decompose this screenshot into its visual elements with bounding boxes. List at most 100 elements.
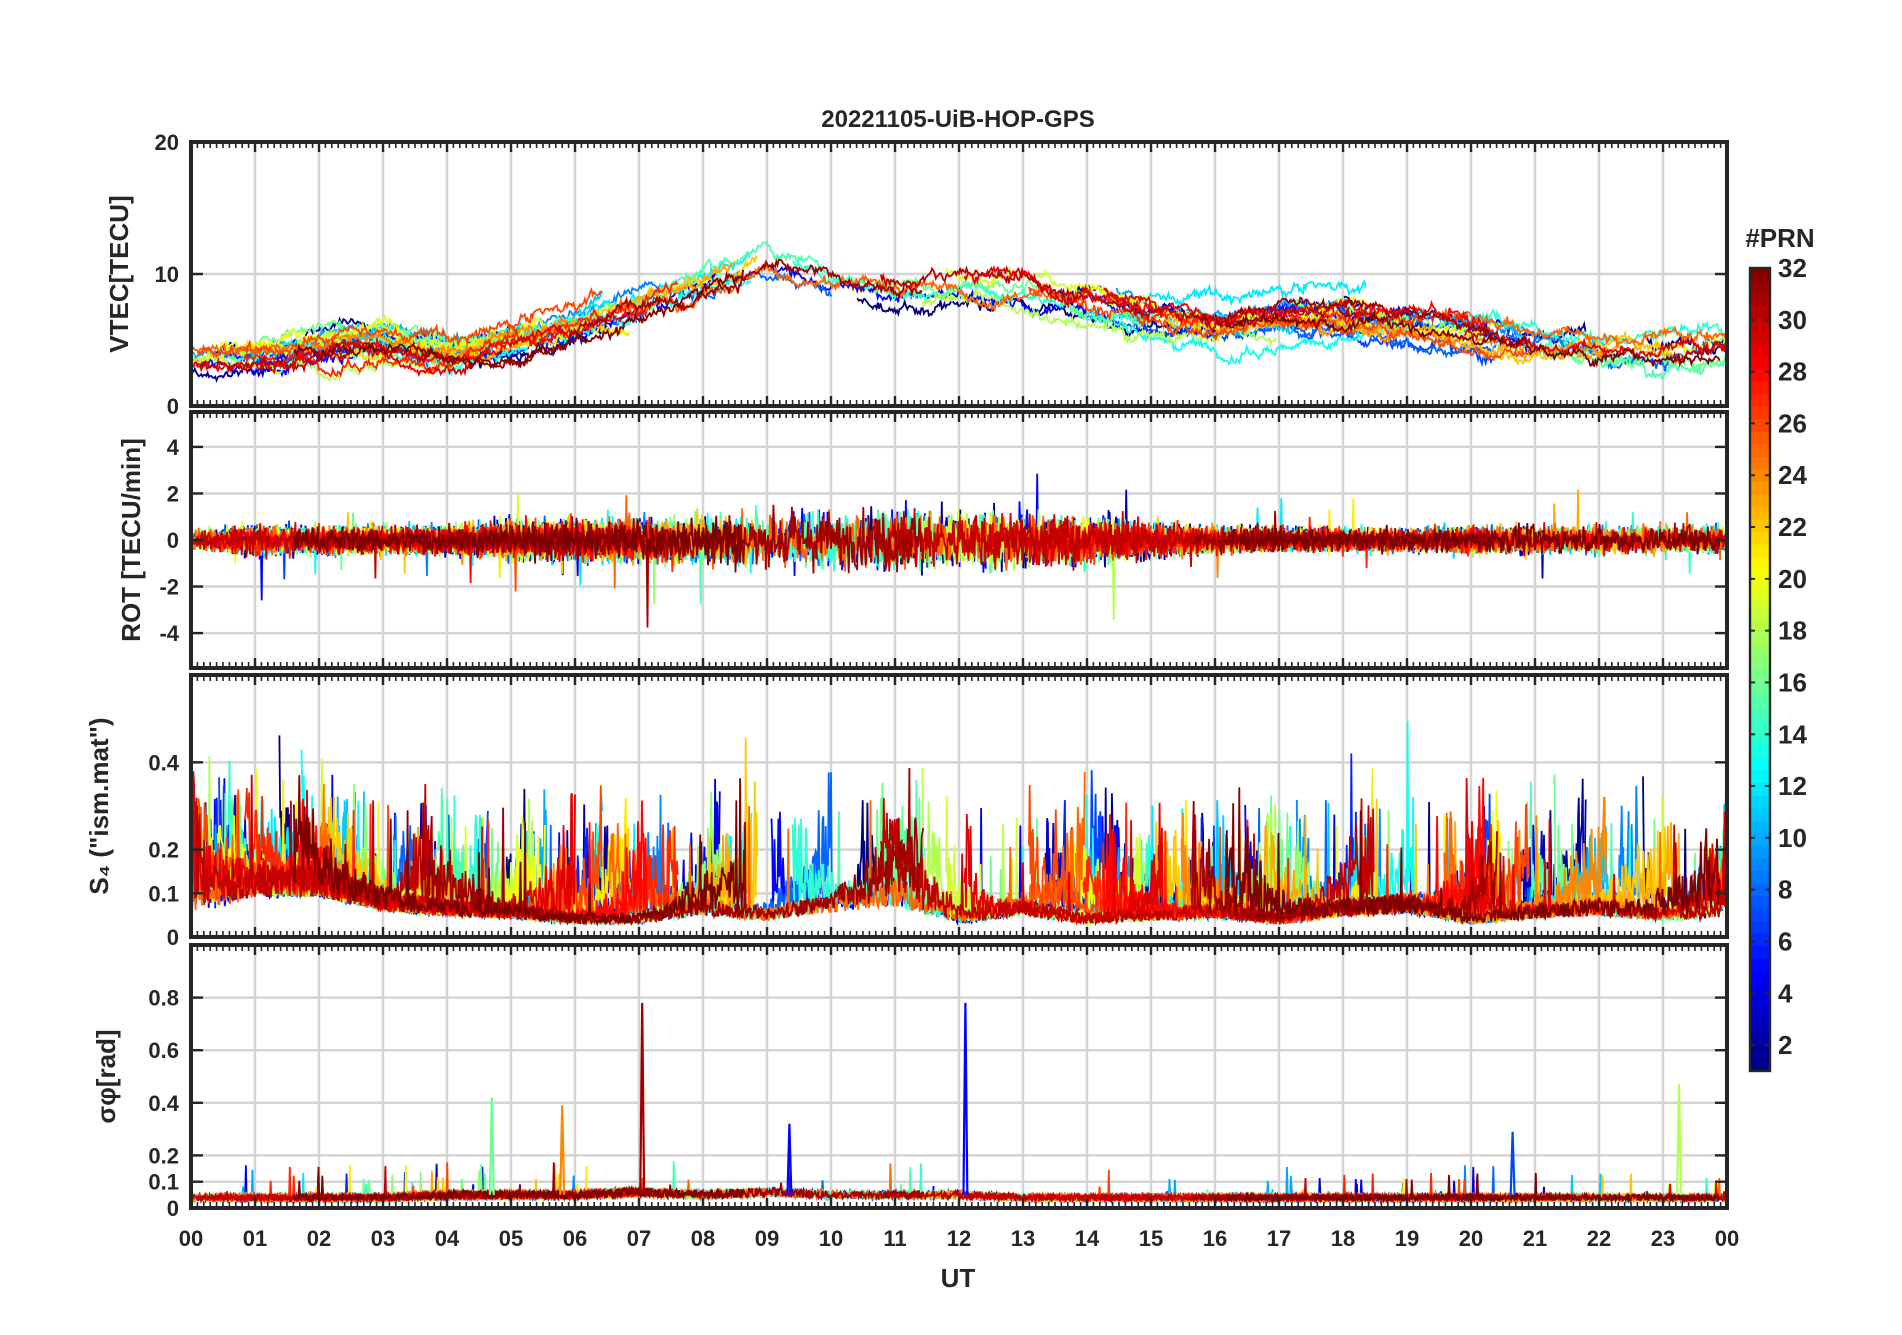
s4-series-prn-31 <box>420 767 925 926</box>
sigma-spike-0 <box>639 1002 646 1195</box>
figure-title: 20221105-UiB-HOP-GPS <box>821 106 1094 133</box>
colorbar-band <box>1750 406 1770 420</box>
x-tick-label: 12 <box>947 1226 971 1251</box>
rot-series-prn-32 <box>293 515 745 573</box>
sigma-phi-panel: 00.10.2 0.4 0.6 0.8 σφ[rad] <box>91 943 1729 1221</box>
colorbar-label: #PRN <box>1745 223 1814 253</box>
rot-panel: -4 -2 0 2 4 ROT [TECU/min] <box>116 410 1729 670</box>
colorbar-band <box>1750 958 1770 972</box>
sigma-spike-4 <box>1509 1131 1516 1195</box>
colorbar-band <box>1750 920 1770 934</box>
colorbar-band <box>1750 1033 1770 1047</box>
s4-series-group <box>191 721 1727 927</box>
colorbar-band <box>1750 983 1770 997</box>
colorbar-band <box>1750 769 1770 784</box>
colorbar-frame <box>1748 266 1772 1073</box>
x-tick-label: 07 <box>627 1226 651 1251</box>
vtec-y-tick-label: 20 <box>155 130 179 155</box>
colorbar-tick-label: 24 <box>1778 460 1807 490</box>
colorbar-band <box>1750 493 1770 507</box>
colorbar-band <box>1750 569 1770 583</box>
vtec-panel: 0 10 20 VTEC[TECU] <box>104 130 1729 419</box>
s4-series-prn-31 <box>1190 800 1498 926</box>
colorbar-band <box>1750 556 1770 570</box>
colorbar-tick-label: 2 <box>1778 1030 1792 1060</box>
colorbar-band <box>1750 594 1770 608</box>
colorbar-tick-label: 10 <box>1778 823 1807 853</box>
colorbar-tick-label: 30 <box>1778 305 1807 335</box>
x-tick-label: 11 <box>883 1226 906 1251</box>
s4-series-prn-29 <box>963 802 1164 927</box>
colorbar-band <box>1750 820 1770 834</box>
sigma-series-prn-32 <box>1224 1172 1720 1204</box>
vtec-series-prn-29 <box>963 265 1163 312</box>
colorbar-band <box>1750 330 1770 344</box>
x-tick-label: 10 <box>819 1226 843 1251</box>
colorbar-tick-label: 14 <box>1778 719 1807 749</box>
rot-y-tick-label: 0 <box>167 528 179 553</box>
x-tick-label: 16 <box>1203 1226 1227 1251</box>
rot-y-tick-label: 2 <box>167 481 179 506</box>
colorbar-band <box>1750 431 1770 445</box>
colorbar-band <box>1750 757 1770 771</box>
vtec-y-tick-label: 10 <box>155 262 179 287</box>
colorbar-band <box>1750 506 1770 520</box>
rot-y-tick-label: -4 <box>159 621 179 646</box>
s4-series-prn-32 <box>1224 787 1721 926</box>
vtec-series-prn-26 <box>197 286 602 359</box>
colorbar-band <box>1750 481 1770 495</box>
colorbar-band <box>1750 644 1770 658</box>
vtec-y-tick-label: 0 <box>167 394 179 419</box>
colorbar-tick-label: 28 <box>1778 357 1807 387</box>
colorbar-band <box>1750 832 1770 846</box>
vtec-series-prn-23 <box>1259 314 1683 366</box>
colorbar-band <box>1750 669 1770 683</box>
sigma-x-ticks <box>189 945 1729 1208</box>
sigma-spike-1 <box>962 1002 969 1195</box>
vtec-series-prn-31 <box>1190 296 1498 342</box>
vtec-series-group <box>191 240 1727 383</box>
colorbar-band <box>1750 682 1770 696</box>
colorbar-band <box>1750 318 1770 332</box>
colorbar-band <box>1750 656 1770 671</box>
sigma-y-tick-label: 0.2 <box>148 1143 179 1168</box>
sigma-spike-2 <box>1675 1084 1683 1195</box>
rot-y-tick-label: -2 <box>159 575 179 600</box>
colorbar-band <box>1750 293 1770 307</box>
colorbar-band <box>1750 995 1770 1009</box>
x-tick-label: 20 <box>1459 1226 1483 1251</box>
x-tick-label: 04 <box>435 1226 460 1251</box>
colorbar-band <box>1750 1020 1770 1034</box>
vtec-x-ticks <box>189 142 1729 406</box>
colorbar-tick-label: 16 <box>1778 667 1807 697</box>
s4-series-prn-32 <box>293 775 745 927</box>
vtec-series-prn-25 <box>1443 307 1727 350</box>
colorbar-band <box>1750 418 1770 432</box>
colorbar-band <box>1750 368 1770 382</box>
sigma-y-tick-label: 0.4 <box>148 1091 179 1116</box>
colorbar-band <box>1750 845 1770 859</box>
colorbar-band <box>1750 744 1770 758</box>
sigma-spike-3 <box>786 1123 793 1195</box>
x-tick-label: 22 <box>1587 1226 1611 1251</box>
sigma-spike-6 <box>559 1105 566 1195</box>
colorbar-tick-label: 12 <box>1778 771 1807 801</box>
x-tick-label: 13 <box>1011 1226 1035 1251</box>
sigma-y-tick-label: 0.1 <box>148 1170 179 1195</box>
sigma-y-tick-label: 0 <box>167 1196 179 1221</box>
x-tick-label: 00 <box>179 1226 203 1251</box>
s4-y-tick-label: 0.1 <box>148 881 179 906</box>
colorbar-band <box>1750 719 1770 733</box>
x-tick-label: 19 <box>1395 1226 1419 1251</box>
x-tick-label: 18 <box>1331 1226 1355 1251</box>
colorbar-band <box>1750 932 1770 947</box>
sigma-y-tick-label: 0.8 <box>148 986 179 1011</box>
colorbar-band <box>1750 882 1770 896</box>
rot-x-ticks <box>189 412 1729 668</box>
colorbar-band <box>1750 531 1770 545</box>
colorbar-band <box>1750 606 1770 620</box>
